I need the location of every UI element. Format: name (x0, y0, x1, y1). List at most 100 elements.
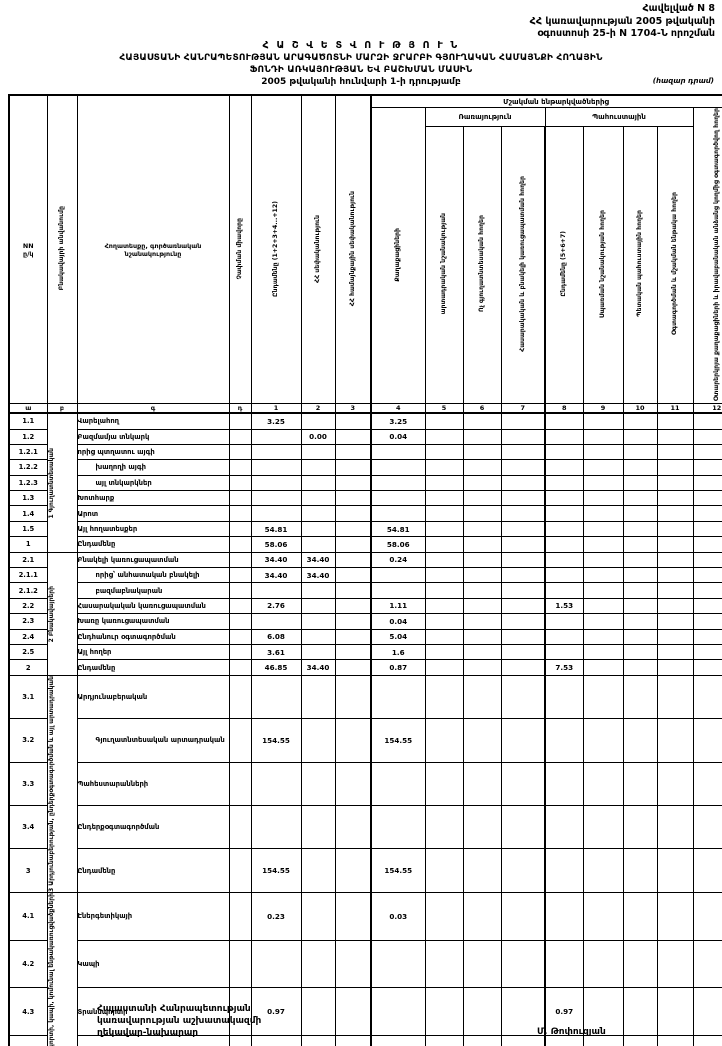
cell-col-8 (544, 459, 584, 476)
cell-col-5 (424, 412, 464, 430)
cell-col-11 (656, 412, 694, 430)
cell-col-1 (250, 505, 302, 522)
cell-col-2 (300, 536, 336, 553)
cell-col-7 (500, 659, 546, 676)
cell-col-8: 1.53 (544, 597, 584, 615)
cell-col-1 (250, 443, 302, 461)
row-label: Խառը կառուցապատման (76, 613, 230, 630)
col-number-7: 7 (500, 403, 546, 414)
cell-unit (228, 628, 252, 645)
cell-col-4 (370, 674, 426, 720)
row-number: 1.5 (8, 520, 48, 538)
cell-col-9 (582, 582, 624, 599)
cell-col-4 (370, 761, 426, 806)
cell-col-8 (544, 628, 584, 645)
cell-col-4: 0.04 (370, 613, 426, 630)
cell-col-1 (250, 761, 302, 806)
cell-col-6 (462, 505, 502, 522)
cell-col-8 (544, 443, 584, 461)
cell-col-11 (656, 597, 694, 615)
cell-col-11 (656, 536, 694, 553)
cell-col-11 (656, 459, 694, 476)
table-row: 1 Ընդամենը 58.06 58.06 (8, 536, 722, 553)
cell-col-8 (544, 613, 584, 630)
cell-col-11 (656, 643, 694, 661)
cell-col-6 (462, 520, 502, 538)
cell-col-7 (500, 628, 546, 645)
th-c10: Պետական պահուստային հողեր (622, 125, 658, 405)
cell-col-8 (544, 520, 584, 538)
cell-col-10 (622, 536, 658, 553)
cell-col-9 (582, 804, 624, 850)
cell-col-3 (334, 718, 372, 763)
cell-col-6 (462, 718, 502, 763)
cell-col-3 (334, 567, 372, 584)
cell-col-6 (462, 536, 502, 553)
table-row: 1.1 1 Գյուղատնտեսական Վարելահող 3.25 3.25 (8, 412, 722, 553)
cell-col-2 (300, 474, 336, 492)
section-label: 4 Էներգետիկայի, տրանսպորտի, կապի, կոմուն… (46, 891, 78, 1046)
cell-col-9 (582, 891, 624, 941)
row-number: 2.2 (8, 597, 48, 615)
cell-col-5 (424, 597, 464, 615)
row-label: խաղողի այգի (76, 459, 230, 476)
cell-col-11 (656, 628, 694, 645)
cell-unit (228, 567, 252, 584)
cell-col-1: 34.40 (250, 551, 302, 569)
row-number: 2.1.2 (8, 582, 48, 599)
cell-col-4: 54.81 (370, 520, 426, 538)
cell-col-1: 58.06 (250, 536, 302, 553)
row-number: 1.2.3 (8, 474, 48, 492)
cell-col-8 (544, 761, 584, 806)
cell-col-6 (462, 939, 502, 989)
cell-col-5 (424, 718, 464, 763)
cell-col-3 (334, 459, 372, 476)
cell-col-12 (692, 659, 722, 676)
cell-col-3 (334, 582, 372, 599)
cell-col-3 (334, 443, 372, 461)
cell-col-8 (544, 474, 584, 492)
cell-col-2 (300, 804, 336, 850)
cell-col-1: 3.61 (250, 643, 302, 661)
cell-col-7 (500, 490, 546, 507)
row-number: 4.3 (8, 987, 48, 1037)
cell-col-1: 0.23 (250, 891, 302, 941)
cell-col-5 (424, 551, 464, 569)
cell-unit (228, 674, 252, 720)
cell-col-7 (500, 443, 546, 461)
cell-col-6 (462, 567, 502, 584)
cell-col-10 (622, 520, 658, 538)
document-title-block: Հ Ա Շ Վ Ե Տ Վ Ո Ւ Թ Յ Ո Ւ Ն ՀԱՅԱՍՏԱՆԻ ՀԱ… (0, 40, 722, 87)
cell-col-9 (582, 674, 624, 720)
row-number: 1.2.1 (8, 443, 48, 461)
cell-col-7 (500, 597, 546, 615)
row-label: Գյուղատնտեսական արտադրական (76, 718, 230, 763)
cell-col-9 (582, 761, 624, 806)
row-label: որից՝ անհատական բնակելի (76, 567, 230, 584)
title-subline-1: ՀԱՅԱՍՏԱՆԻ ՀԱՆՐԱՊԵՏՈՒԹՅԱՆ ԱՐԱԳԱԾՈՏՆԻ ՄԱՐԶ… (119, 53, 603, 63)
row-label: Էներգետիկայի (76, 891, 230, 941)
th-c7: Հասարակական և բնակելի կառուցապատման հողե… (500, 125, 546, 405)
th-group-main: Մշակման ենթարկվածներից (370, 94, 722, 108)
cell-col-10 (622, 597, 658, 615)
cell-col-10 (622, 490, 658, 507)
table-row: 2.1.2 բազմաբնակարան (8, 582, 722, 599)
cell-col-5 (424, 613, 464, 630)
cell-col-11 (656, 761, 694, 806)
table-row: 2.2 Հասարակական կառուցապատման 2.76 1.11 1.53 (8, 597, 722, 615)
row-number: 3.3 (8, 761, 48, 806)
col-number-գ: գ (76, 403, 230, 414)
cell-col-10 (622, 551, 658, 569)
th-c11: Օգտագործման և մշակման ենթակա հողեր (656, 125, 694, 405)
th-no: NN ը/կ (8, 94, 48, 405)
table-row: 1.2.1 որից պտղատու այգի (8, 443, 722, 461)
row-label: Ընդամենը (76, 536, 230, 553)
title-date-line: 2005 թվականի հունվարի 1-ի դրությամբ (261, 77, 461, 87)
cell-col-11 (656, 718, 694, 763)
cell-col-3 (334, 1035, 372, 1046)
table-row: 3.4 Ընդերքօգտագործման (8, 804, 722, 850)
th-group-service: Ռառայություն (424, 107, 546, 127)
cell-col-5 (424, 428, 464, 445)
cell-col-12 (692, 939, 722, 989)
